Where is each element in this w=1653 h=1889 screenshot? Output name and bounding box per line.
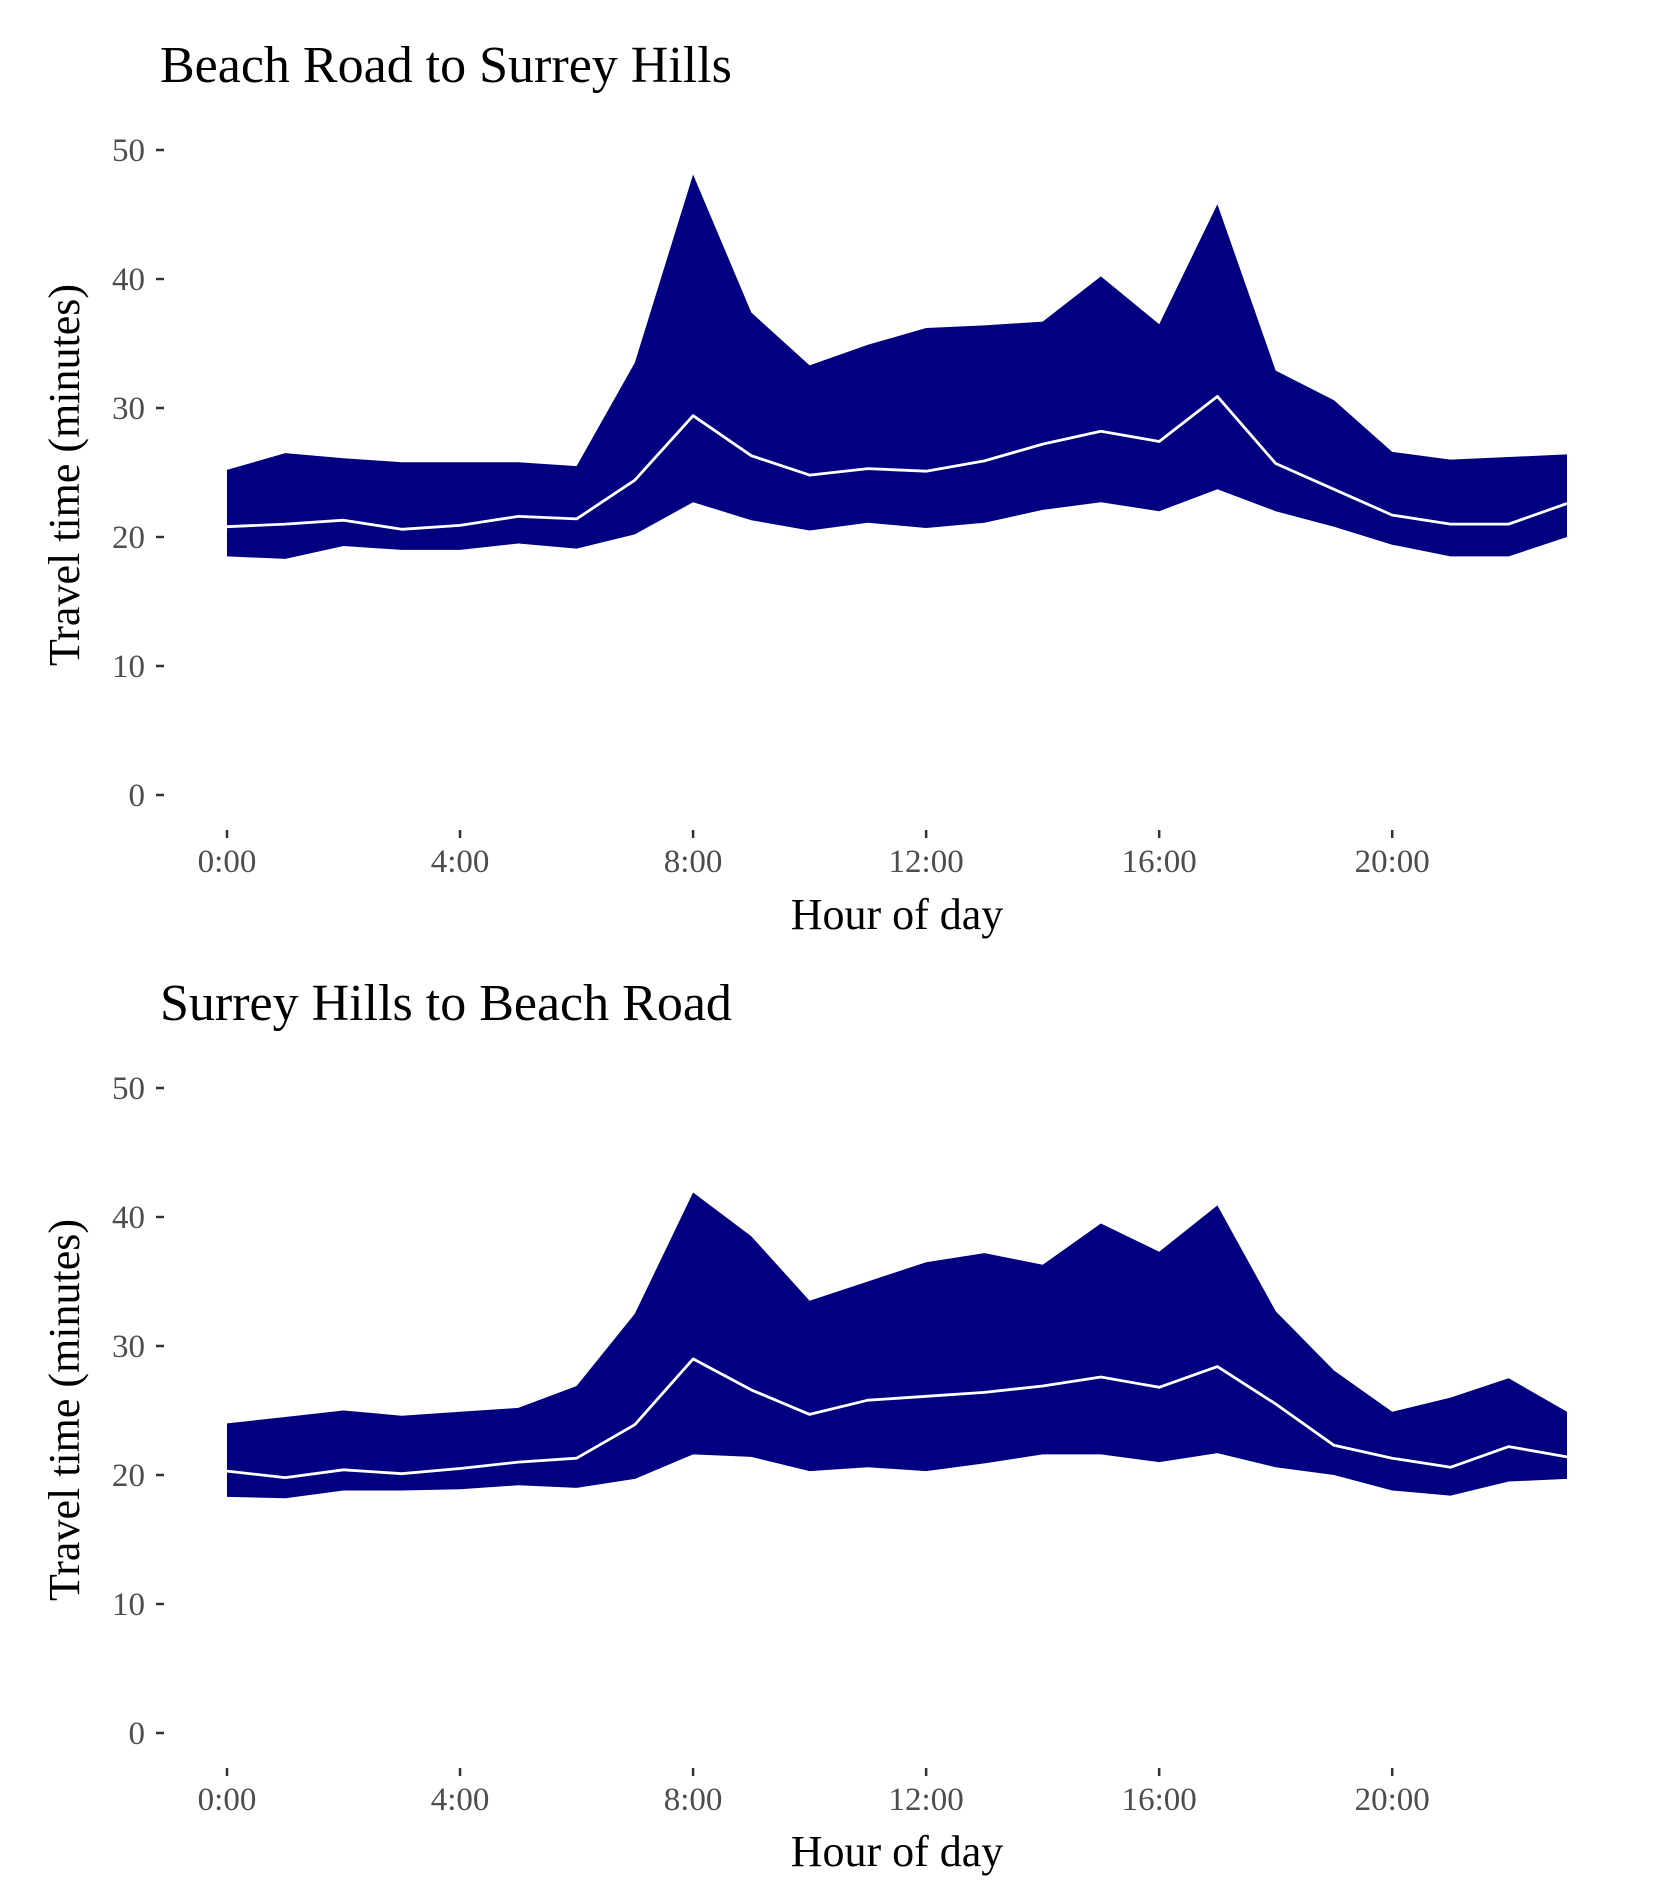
axes: 0 10 20 30 40 50 0:00 4:00 8:00 12:00 16:00 20:00 — [112, 133, 1430, 880]
chart-title: Surrey Hills to Beach Road — [160, 975, 732, 1032]
y-tick-label: 30 — [112, 391, 145, 427]
axes: 0 10 20 30 40 50 0:00 4:00 8:00 12:00 16:00 20:00 — [112, 1071, 1430, 1818]
y-tick-label: 10 — [112, 649, 145, 685]
x-tick-label: 12:00 — [889, 1782, 964, 1818]
x-tick-label: 20:00 — [1355, 1782, 1430, 1818]
y-axis-title: Travel time (minutes) — [40, 1219, 89, 1601]
y-axis-title: Travel time (minutes) — [40, 284, 89, 666]
x-axis-title: Hour of day — [791, 890, 1004, 939]
x-tick-label: 8:00 — [664, 844, 723, 880]
y-tick-label: 0 — [129, 1716, 146, 1752]
x-tick-label: 4:00 — [431, 1782, 490, 1818]
x-tick-label: 4:00 — [431, 844, 490, 880]
x-tick-label: 0:00 — [198, 844, 257, 880]
panel-surrey-hills-to-beach-road: Surrey Hills to Beach Road 0 10 20 30 40 50 0:… — [40, 975, 1568, 1876]
y-tick-label: 20 — [112, 520, 145, 556]
y-tick-label: 50 — [112, 133, 145, 169]
panel-beach-road-to-surrey-hills: Beach Road to Surrey Hills 0 10 20 30 40 50 0:… — [40, 37, 1568, 939]
x-tick-label: 16:00 — [1122, 844, 1197, 880]
x-tick-label: 20:00 — [1355, 844, 1430, 880]
travel-time-band — [227, 1192, 1567, 1499]
y-tick-label: 20 — [112, 1458, 145, 1494]
chart-title: Beach Road to Surrey Hills — [160, 37, 732, 94]
x-tick-label: 8:00 — [664, 1782, 723, 1818]
y-tick-label: 10 — [112, 1587, 145, 1623]
x-tick-label: 12:00 — [889, 844, 964, 880]
plot-area — [226, 1192, 1568, 1499]
x-axis-title: Hour of day — [791, 1827, 1004, 1876]
y-tick-label: 50 — [112, 1071, 145, 1107]
y-tick-label: 40 — [112, 262, 145, 298]
median-line — [226, 394, 1568, 531]
x-tick-label: 0:00 — [198, 1782, 257, 1818]
y-tick-label: 0 — [129, 778, 146, 814]
median-line — [226, 1357, 1568, 1479]
x-tick-label: 16:00 — [1122, 1782, 1197, 1818]
travel-time-band — [227, 174, 1567, 559]
y-tick-label: 30 — [112, 1329, 145, 1365]
y-tick-label: 40 — [112, 1200, 145, 1236]
plot-area — [226, 174, 1568, 559]
